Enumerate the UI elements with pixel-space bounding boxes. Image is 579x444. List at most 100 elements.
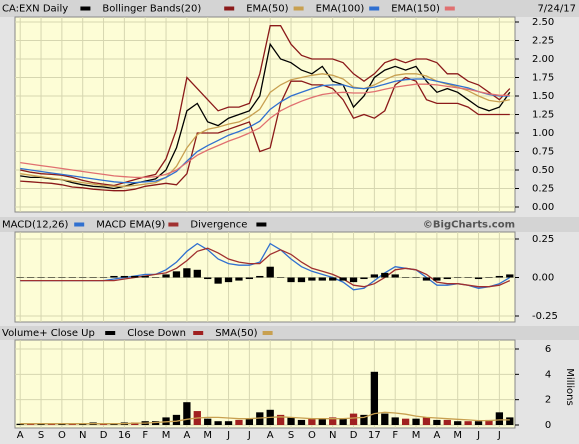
y-tick-label: 1.00 — [532, 128, 554, 139]
bar — [37, 423, 45, 425]
header-strip — [0, 0, 579, 17]
bar — [464, 421, 472, 425]
bar — [506, 274, 514, 278]
date-label: 7/24/17 — [537, 4, 576, 15]
x-tick-label: A — [183, 430, 190, 441]
bar — [151, 277, 160, 278]
legend-label: EMA(50) — [246, 4, 288, 15]
x-tick-label: N — [79, 430, 86, 441]
bar — [443, 277, 451, 280]
plot-area — [14, 339, 516, 429]
bar — [297, 277, 306, 283]
bar — [329, 277, 337, 281]
x-tick-label: F — [392, 430, 398, 441]
x-tick-label: D — [350, 430, 358, 441]
y-tick-label: 2.00 — [532, 54, 554, 65]
legend-swatch — [369, 6, 380, 11]
bar — [485, 419, 493, 425]
bar — [120, 275, 129, 278]
bar — [443, 419, 451, 425]
legend-label: EMA(100) — [316, 4, 365, 15]
bar — [391, 417, 399, 425]
bar — [141, 275, 149, 278]
bar — [245, 418, 254, 425]
legend-swatch — [168, 222, 179, 227]
series-line — [20, 73, 510, 187]
bar — [131, 275, 139, 278]
y-tick-label: 0.25 — [532, 234, 554, 245]
bar — [360, 277, 368, 280]
y-tick-label: 2 — [545, 395, 551, 406]
bar — [68, 277, 76, 278]
y-tick-label: 0.75 — [532, 147, 554, 158]
bar — [308, 277, 316, 281]
x-tick-label: N — [329, 430, 336, 441]
bar — [47, 423, 56, 425]
x-tick-label: J — [247, 430, 251, 441]
x-tick-label: J — [226, 430, 230, 441]
bar — [412, 277, 420, 278]
bar — [16, 277, 24, 278]
x-tick-label: J — [497, 430, 501, 441]
y-tick-label: -0.25 — [532, 311, 558, 322]
bar — [370, 371, 379, 425]
series-line — [20, 411, 510, 425]
bar — [308, 418, 316, 425]
bar — [464, 277, 472, 278]
bar — [183, 268, 191, 278]
bar — [454, 277, 462, 278]
bar — [287, 277, 295, 283]
bar — [47, 277, 56, 278]
legend-label: SMA(50) — [215, 328, 257, 339]
bar — [99, 277, 108, 278]
bar — [89, 277, 97, 278]
x-tick-label: O — [308, 430, 316, 441]
bar — [412, 418, 420, 425]
y-tick-label: 0.25 — [532, 184, 554, 195]
header-strip — [0, 217, 579, 232]
x-tick-label: S — [288, 430, 294, 441]
price-line — [20, 42, 511, 190]
y-tick-label: 1.75 — [532, 73, 554, 84]
bar — [349, 277, 358, 283]
y-tick-label: 1.50 — [532, 91, 554, 102]
bar — [349, 413, 358, 425]
legend-swatch — [293, 6, 304, 11]
x-tick-label: D — [100, 430, 108, 441]
legend-label: CA:EXN Daily — [2, 4, 68, 15]
bar — [256, 275, 264, 278]
series-line — [20, 247, 511, 288]
bar — [474, 421, 483, 425]
bar — [172, 271, 181, 278]
legend-swatch — [105, 331, 116, 335]
bar — [172, 414, 181, 425]
bar — [474, 277, 483, 280]
series-line — [20, 83, 510, 179]
bar — [79, 277, 87, 278]
bar — [433, 277, 441, 281]
bar — [204, 418, 212, 425]
watermark: ©BigCharts.com — [423, 220, 515, 231]
bar — [276, 414, 285, 425]
legend-label: EMA(150) — [391, 4, 440, 15]
x-tick-label: F — [142, 430, 148, 441]
bar — [485, 277, 493, 278]
y-tick-label: 2.25 — [532, 36, 554, 47]
y-tick-label: 4 — [545, 369, 551, 380]
bar — [58, 277, 66, 278]
x-tick-label: A — [17, 430, 24, 441]
bar — [58, 423, 66, 425]
legend-swatch — [80, 6, 91, 11]
bar — [401, 277, 410, 278]
x-tick-label: O — [58, 430, 66, 441]
bar — [193, 269, 201, 278]
bar — [110, 275, 118, 278]
series-line — [20, 78, 510, 184]
header-strip — [0, 326, 579, 340]
bar — [506, 417, 514, 425]
x-tick-label: S — [38, 430, 44, 441]
bar — [26, 277, 35, 278]
legend-label: Volume+ Close Up — [2, 328, 95, 339]
bar — [214, 421, 222, 425]
